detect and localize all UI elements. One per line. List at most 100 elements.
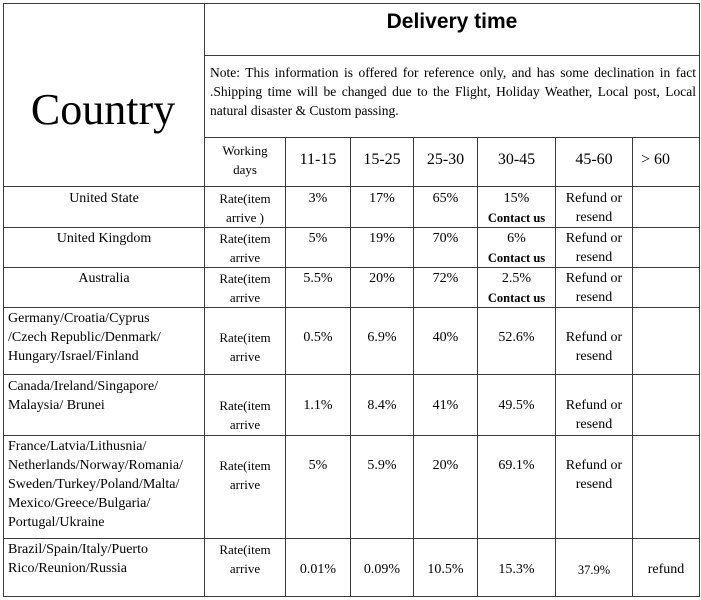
country-cell: United State — [69, 191, 139, 206]
rate-label: Rate(item — [219, 542, 271, 557]
value-cell: 2.5% — [501, 271, 532, 286]
refund-label: Refund or — [565, 231, 623, 246]
rate-label: arrive — [229, 561, 261, 576]
value-cell: 10.5% — [427, 562, 464, 577]
range-header-over-60: > 60 — [641, 151, 671, 168]
value-cell: 0.01% — [299, 562, 337, 577]
column-divider — [350, 137, 351, 597]
column-divider — [413, 137, 414, 597]
table-border-right — [699, 3, 700, 597]
value-cell: 41% — [432, 398, 459, 413]
row-divider — [3, 374, 700, 375]
range-header-45-60: 45-60 — [575, 151, 613, 168]
table-border-left — [3, 3, 4, 597]
rate-label: arrive — [229, 477, 261, 492]
rate-label: arrive — [229, 250, 261, 265]
value-cell: 6% — [507, 231, 526, 246]
country-cell: Rico/Reunion/Russia — [8, 561, 127, 576]
value-cell: 0.5% — [303, 330, 333, 345]
value-cell: 19% — [369, 231, 395, 246]
note-divider — [205, 137, 700, 138]
value-cell: 65% — [432, 191, 459, 206]
value-cell: 5% — [308, 458, 328, 473]
range-header-11-15: 11-15 — [299, 151, 337, 168]
value-cell: 5.5% — [303, 271, 333, 286]
value-cell: 5% — [308, 231, 328, 246]
range-header-25-30: 25-30 — [426, 151, 465, 168]
row-divider — [3, 538, 700, 539]
contact-us-label: Contact us — [487, 291, 546, 305]
disclaimer-note: Note: This information is offered for re… — [210, 65, 696, 118]
rate-label: Rate(item — [219, 191, 271, 206]
rate-label: Rate(item — [219, 458, 271, 473]
country-cell: Hungary/Israel/Finland — [8, 349, 139, 364]
value-cell: 52.6% — [498, 330, 535, 345]
refund-label: resend — [575, 250, 613, 265]
contact-us-label: Contact us — [487, 251, 546, 265]
value-cell: 15.3% — [498, 562, 535, 577]
header-divider — [3, 186, 700, 187]
country-cell: United Kingdom — [56, 231, 152, 246]
column-divider — [632, 137, 633, 597]
row-divider — [3, 227, 700, 228]
row-divider — [3, 435, 700, 436]
rate-label: Rate(item — [219, 398, 271, 413]
refund-label: Refund or — [565, 398, 623, 413]
value-cell: 70% — [432, 231, 459, 246]
value-cell: 20% — [432, 458, 459, 473]
row-divider — [3, 267, 700, 268]
value-cell: 6.9% — [367, 330, 397, 345]
value-cell: 72% — [432, 271, 459, 286]
refund-label: resend — [575, 290, 613, 305]
range-header-30-45: 30-45 — [497, 151, 536, 168]
country-cell: Germany/Croatia/Cyprus — [8, 311, 150, 326]
value-cell: 5.9% — [367, 458, 397, 473]
column-divider — [555, 137, 556, 597]
rate-label: arrive ) — [226, 210, 264, 225]
refund-label: resend — [575, 417, 613, 432]
range-header-15-25: 15-25 — [363, 151, 401, 168]
refund-label: Refund or — [565, 271, 623, 286]
country-cell: Sweden/Turkey/Poland/Malta/ — [8, 477, 180, 492]
country-cell: Australia — [78, 271, 130, 286]
rate-label: Rate(item — [219, 231, 271, 246]
rate-label: arrive — [229, 417, 261, 432]
refund-label: resend — [575, 349, 613, 364]
refund-label: Refund or — [565, 191, 623, 206]
value-cell: 8.4% — [367, 398, 397, 413]
rate-label: Rate(item — [219, 271, 271, 286]
table-border-bottom — [3, 596, 700, 597]
country-cell: Malaysia/ Brunei — [8, 398, 105, 413]
row-divider — [3, 307, 700, 308]
delivery-time-title: Delivery time — [386, 10, 518, 33]
refund-label: Refund or — [565, 330, 623, 345]
value-cell: 49.5% — [498, 398, 535, 413]
refund-label: Refund or — [565, 458, 623, 473]
rate-label: Rate(item — [219, 330, 271, 345]
value-cell: 20% — [369, 271, 395, 286]
country-header: Country — [30, 85, 176, 134]
rate-label: arrive — [229, 349, 261, 364]
value-cell: 0.09% — [363, 562, 401, 577]
value-cell: 37.9% — [577, 563, 611, 577]
value-cell: 3% — [308, 191, 328, 206]
contact-us-label: Contact us — [487, 211, 546, 225]
country-column-divider — [204, 3, 205, 597]
refund-label: refund — [647, 562, 685, 577]
country-cell: Netherlands/Norway/Romania/ — [8, 458, 183, 473]
country-cell: France/Latvia/Lithusnia/ — [8, 439, 147, 454]
country-cell: Portugal/Ukraine — [8, 515, 105, 530]
value-cell: 40% — [432, 330, 459, 345]
column-divider — [285, 137, 286, 597]
working-days-header-line2: days — [233, 162, 257, 177]
country-cell: /Czech Republic/Denmark/ — [8, 330, 161, 345]
refund-label: resend — [575, 210, 613, 225]
working-days-header-line1: Working — [222, 143, 268, 158]
country-cell: Canada/Ireland/Singapore/ — [8, 379, 159, 394]
country-cell: Mexico/Greece/Bulgaria/ — [8, 496, 151, 511]
table-border-top — [3, 3, 700, 4]
value-cell: 17% — [369, 191, 395, 206]
value-cell: 15% — [503, 191, 530, 206]
value-cell: 69.1% — [498, 458, 535, 473]
